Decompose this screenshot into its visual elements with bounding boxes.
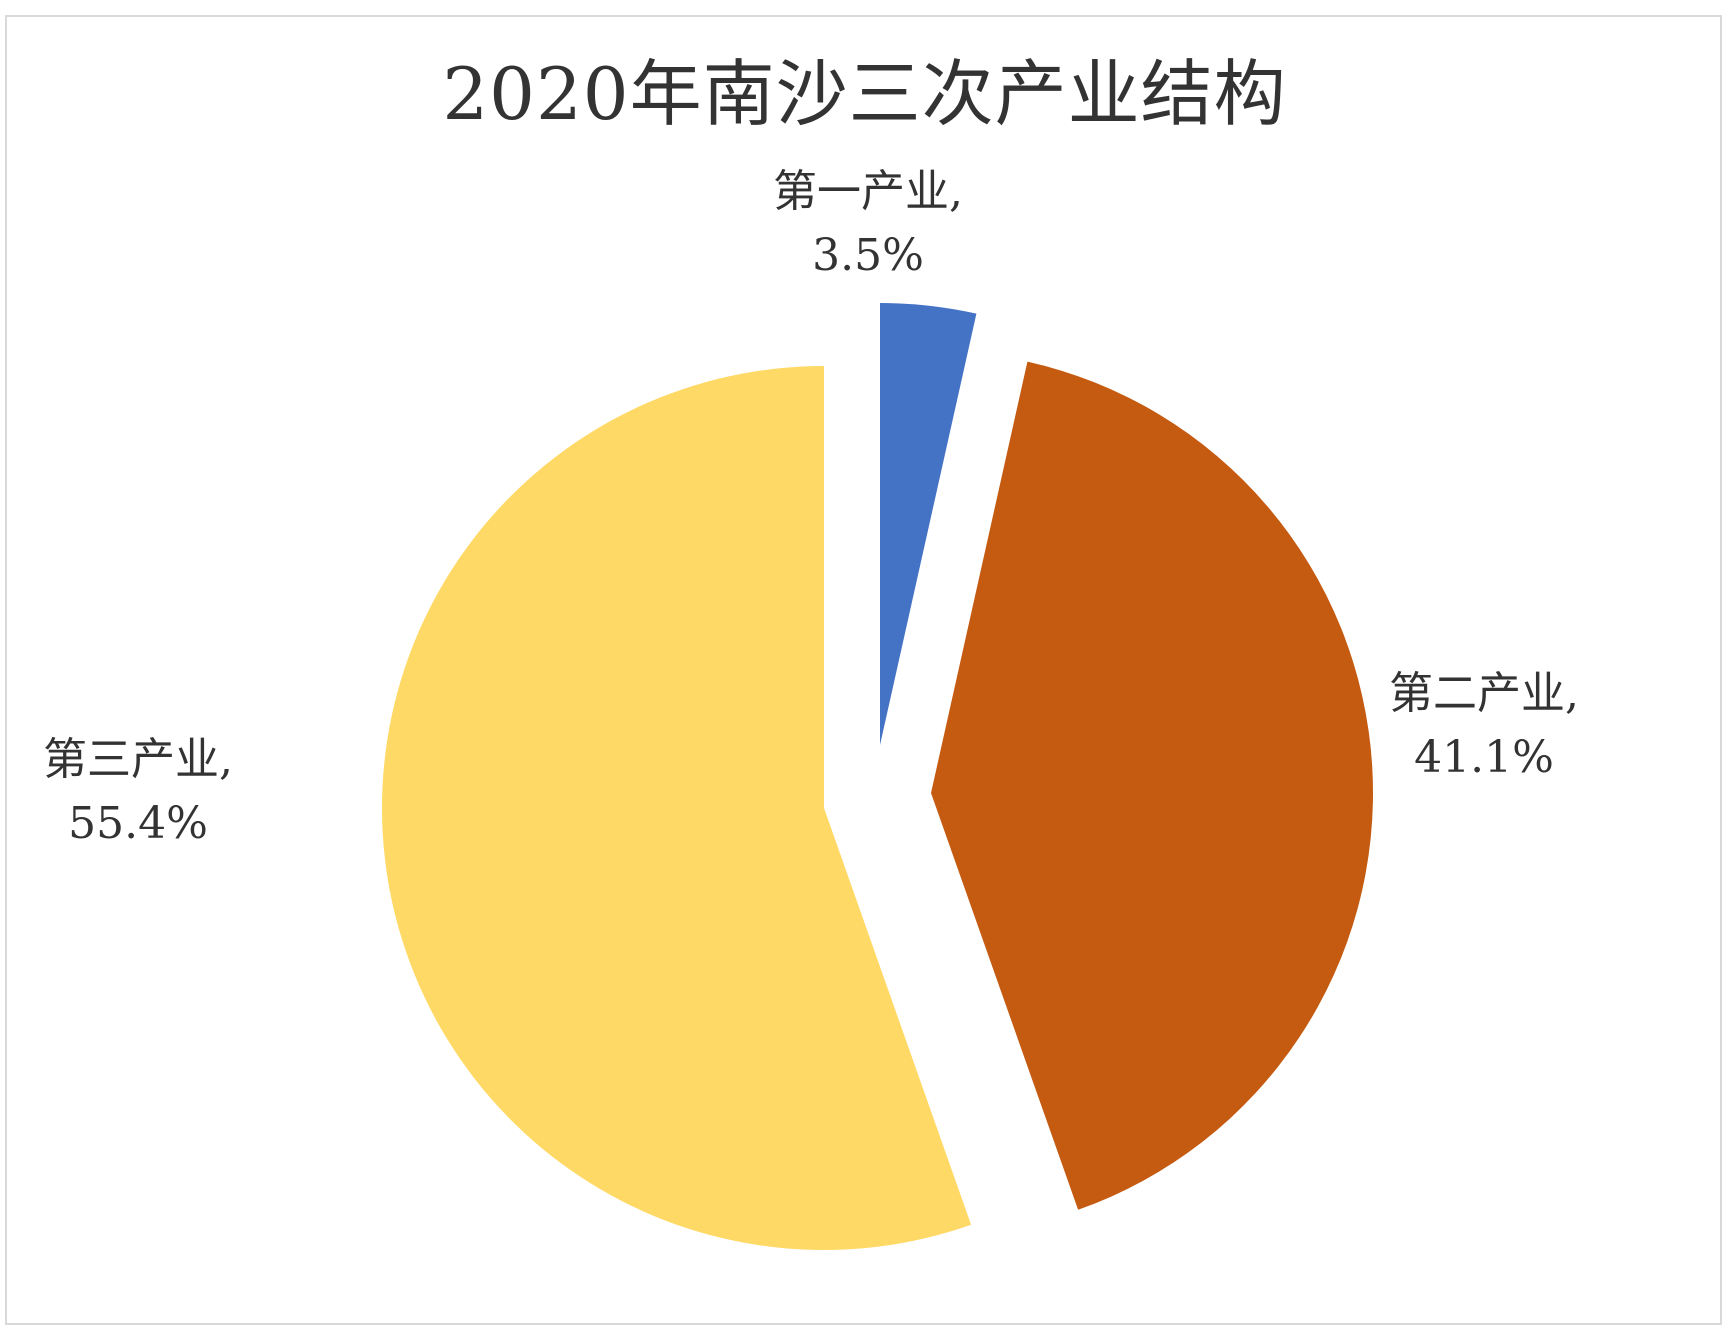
data-label-value: 41.1% [1414,732,1554,783]
data-label-value: 3.5% [812,230,924,281]
slice-primary-industry [880,303,977,745]
data-label-name: 第二产业, [1389,668,1579,719]
slice-tertiary-industry [381,366,972,1250]
data-label-secondary-industry: 第二产业, 41.1% [1389,662,1579,790]
data-label-name: 第一产业, [773,166,963,217]
slice-secondary-industry [931,361,1374,1210]
data-label-name: 第三产业, [43,734,233,785]
data-label-primary-industry: 第一产业, 3.5% [773,160,963,288]
data-label-tertiary-industry: 第三产业, 55.4% [43,728,233,856]
data-label-value: 55.4% [68,798,208,849]
chart-title: 2020年南沙三次产业结构 [442,52,1287,136]
